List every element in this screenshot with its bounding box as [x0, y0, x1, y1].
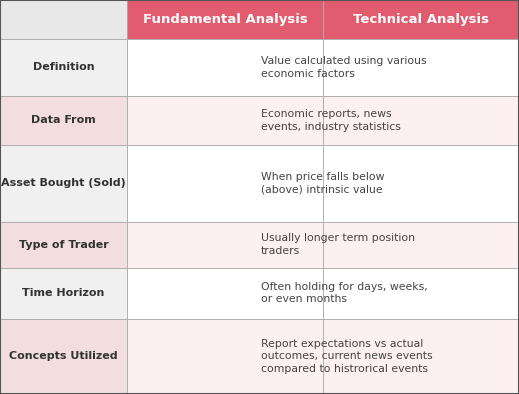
Bar — [127, 39, 323, 96]
Bar — [323, 0, 519, 39]
Bar — [127, 145, 323, 221]
Text: Data From: Data From — [31, 115, 96, 125]
Bar — [323, 39, 519, 96]
Bar — [323, 96, 519, 145]
Text: Value calculated using various
economic factors: Value calculated using various economic … — [261, 56, 426, 78]
Bar — [127, 319, 323, 394]
Bar — [127, 0, 323, 39]
Bar — [0, 221, 127, 268]
Bar — [0, 319, 127, 394]
Text: Report expectations vs actual
outcomes, current news events
compared to histrori: Report expectations vs actual outcomes, … — [261, 339, 432, 374]
Text: Asset Bought (Sold): Asset Bought (Sold) — [1, 178, 126, 188]
Bar — [323, 319, 519, 394]
Text: Type of Trader: Type of Trader — [19, 240, 108, 250]
Bar — [323, 145, 519, 221]
Bar — [127, 221, 323, 268]
Bar — [0, 145, 127, 221]
Bar — [0, 0, 127, 39]
Bar — [127, 96, 323, 145]
Text: Often holding for days, weeks,
or even months: Often holding for days, weeks, or even m… — [261, 282, 427, 304]
Bar — [0, 96, 127, 145]
Text: Time Horizon: Time Horizon — [22, 288, 105, 298]
Text: Fundamental Analysis: Fundamental Analysis — [143, 13, 308, 26]
Bar — [0, 268, 127, 319]
Text: Definition: Definition — [33, 62, 94, 72]
Bar — [127, 268, 323, 319]
Bar — [0, 39, 127, 96]
Text: Concepts Utilized: Concepts Utilized — [9, 351, 118, 361]
Text: When price falls below
(above) intrinsic value: When price falls below (above) intrinsic… — [261, 172, 384, 194]
Text: Usually longer term position
traders: Usually longer term position traders — [261, 233, 415, 256]
Bar — [323, 268, 519, 319]
Bar — [323, 221, 519, 268]
Text: Economic reports, news
events, industry statistics: Economic reports, news events, industry … — [261, 109, 401, 132]
Text: Technical Analysis: Technical Analysis — [353, 13, 489, 26]
